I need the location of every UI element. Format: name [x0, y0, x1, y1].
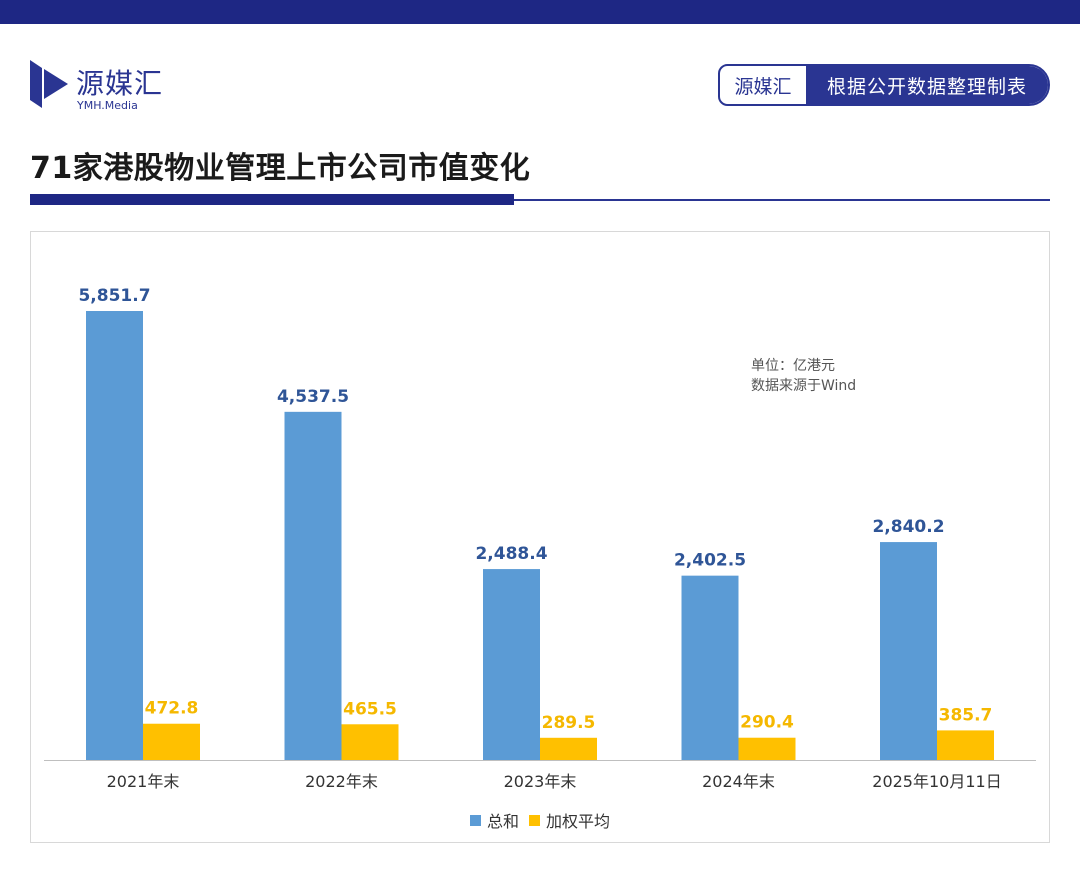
bar-average-2 [341, 724, 399, 760]
x-tick-label-4: 2024年末 [702, 772, 775, 791]
source-note: 数据来源于Wind [751, 378, 857, 394]
logo-subtext: YMH.Media [77, 99, 138, 112]
data-label-total-3: 2,488.4 [475, 544, 547, 564]
page-title: 71家港股物业管理上市公司市值变化 [30, 151, 531, 186]
unit-note: 单位：亿港元 [751, 358, 835, 374]
data-label-total-5: 2,840.2 [872, 517, 944, 537]
x-tick-label-5: 2025年10月11日 [872, 772, 1001, 791]
logo-mark-icon [30, 60, 68, 108]
data-label-total-4: 2,402.5 [674, 551, 746, 571]
legend-item-total: 总和 [469, 808, 519, 832]
data-label-total-1: 5,851.7 [78, 286, 150, 306]
data-label-average-1: 472.8 [145, 699, 199, 719]
x-tick-label-2: 2022年末 [305, 772, 378, 791]
source-badge-text: 根据公开数据整理制表 [806, 66, 1048, 104]
bar-total-1 [86, 311, 143, 760]
bar-chart: 5,851.7 472.8 2021年末 4,537.5 465.5 2022年末 2,48… [44, 286, 1036, 791]
data-label-average-5: 385.7 [939, 705, 993, 725]
chart-legend: 总和 加权平均 [0, 808, 1080, 832]
legend-swatch-average [529, 814, 540, 826]
legend-label-total: 总和 [486, 812, 519, 831]
source-badge: 源媒汇 根据公开数据整理制表 [718, 64, 1050, 106]
title-rule-thin [514, 199, 1050, 201]
x-tick-label-1: 2021年末 [107, 772, 180, 791]
bar-total-3 [483, 569, 540, 760]
data-label-average-4: 290.4 [740, 713, 794, 733]
logo-text: 源媒汇 [76, 67, 164, 100]
chart-note: 单位：亿港元 数据来源于Wind [751, 356, 856, 396]
bar-total-5 [880, 542, 937, 760]
source-badge-brand: 源媒汇 [734, 75, 792, 98]
data-label-total-2: 4,537.5 [277, 387, 349, 407]
bar-average-4 [738, 737, 796, 760]
bar-total-2 [284, 411, 342, 760]
title-rule-thick [30, 194, 514, 205]
bar-average-1 [143, 723, 200, 760]
logo: 源媒汇 YMH.Media [30, 58, 190, 114]
legend-item-average: 加权平均 [529, 808, 610, 832]
legend-label-average: 加权平均 [546, 812, 611, 831]
bar-total-4 [681, 575, 739, 760]
top-banner [0, 0, 1080, 24]
x-tick-label-3: 2023年末 [504, 772, 577, 791]
legend-swatch-total [469, 814, 481, 826]
data-label-average-3: 289.5 [542, 713, 596, 733]
bar-average-5 [937, 730, 994, 760]
chart-frame [30, 231, 1050, 843]
data-label-average-2: 465.5 [343, 699, 397, 719]
bar-average-3 [540, 737, 597, 760]
